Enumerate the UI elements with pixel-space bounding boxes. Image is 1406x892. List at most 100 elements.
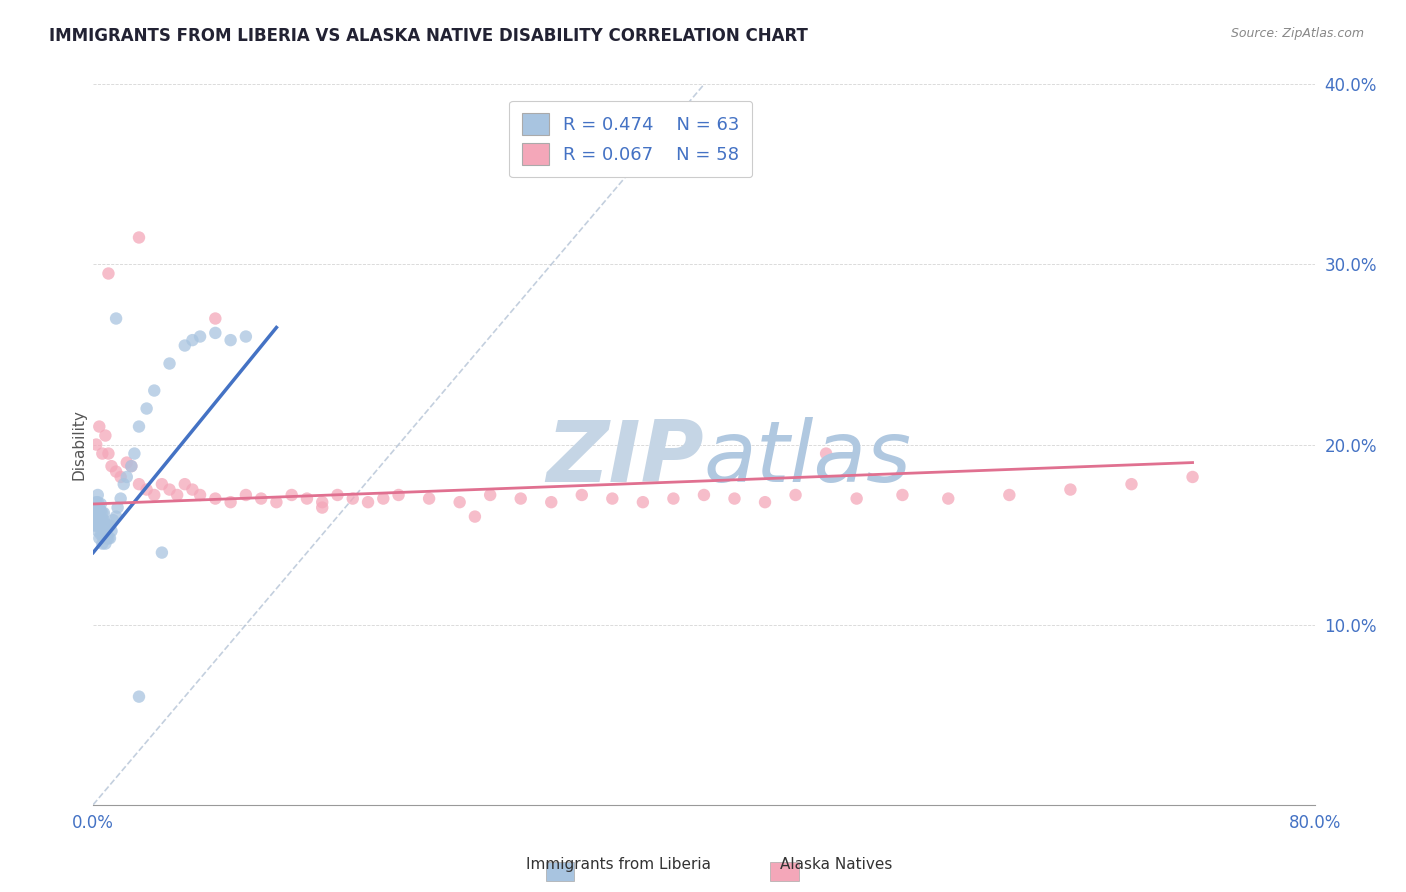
Point: [87, 515, 110, 529]
Point: [115, 456, 138, 470]
Point: [250, 491, 273, 506]
Point: [107, 500, 129, 515]
Point: [91, 518, 114, 533]
Point: [83, 500, 105, 515]
Point: [94, 536, 117, 550]
Point: [128, 419, 150, 434]
Point: [89, 419, 111, 434]
Point: [120, 459, 142, 474]
Point: [87, 509, 110, 524]
Point: [91, 513, 114, 527]
Point: [94, 428, 117, 442]
Point: [509, 491, 531, 506]
Point: [342, 491, 364, 506]
Point: [90, 518, 112, 533]
Point: [110, 470, 132, 484]
Point: [93, 531, 115, 545]
Point: [97, 518, 120, 533]
Point: [84, 495, 107, 509]
Point: [115, 470, 138, 484]
Point: [173, 477, 195, 491]
Point: [166, 488, 188, 502]
Point: [540, 495, 562, 509]
Point: [124, 446, 146, 460]
Point: [159, 357, 181, 371]
Point: [101, 513, 124, 527]
Point: [84, 504, 107, 518]
Y-axis label: Disability: Disability: [72, 409, 86, 480]
Point: [693, 488, 716, 502]
Point: [93, 513, 115, 527]
Point: [143, 488, 166, 502]
Text: atlas: atlas: [704, 417, 912, 500]
Point: [571, 488, 593, 502]
Point: [84, 509, 107, 524]
Point: [98, 531, 121, 545]
Point: [89, 500, 111, 515]
Point: [97, 446, 120, 460]
Point: [181, 333, 204, 347]
Legend: R = 0.474    N = 63, R = 0.067    N = 58: R = 0.474 N = 63, R = 0.067 N = 58: [509, 101, 752, 178]
Point: [387, 488, 409, 502]
Point: [90, 509, 112, 524]
Point: [150, 477, 173, 491]
Point: [159, 483, 181, 497]
Point: [135, 483, 157, 497]
Point: [87, 504, 110, 518]
Point: [235, 329, 257, 343]
Point: [723, 491, 745, 506]
Text: Alaska Natives: Alaska Natives: [780, 857, 893, 872]
Point: [89, 509, 111, 524]
Point: [96, 524, 118, 538]
Point: [845, 491, 868, 506]
Point: [188, 488, 211, 502]
Point: [83, 518, 105, 533]
Point: [91, 527, 114, 541]
Point: [204, 491, 226, 506]
Point: [105, 311, 128, 326]
Point: [1181, 470, 1204, 484]
Point: [120, 459, 142, 474]
Point: [357, 495, 380, 509]
Point: [219, 495, 242, 509]
Point: [112, 477, 135, 491]
Point: [280, 488, 302, 502]
Point: [90, 504, 112, 518]
Point: [128, 690, 150, 704]
Point: [373, 491, 395, 506]
Point: [311, 495, 333, 509]
Text: ZIP: ZIP: [547, 417, 704, 500]
Point: [83, 509, 105, 524]
Point: [235, 488, 257, 502]
Point: [188, 329, 211, 343]
Point: [1059, 483, 1081, 497]
Text: IMMIGRANTS FROM LIBERIA VS ALASKA NATIVE DISABILITY CORRELATION CHART: IMMIGRANTS FROM LIBERIA VS ALASKA NATIVE…: [49, 27, 808, 45]
Point: [1121, 477, 1143, 491]
Point: [98, 518, 121, 533]
Point: [204, 326, 226, 340]
Point: [219, 333, 242, 347]
Point: [662, 491, 685, 506]
Point: [936, 491, 959, 506]
Point: [93, 518, 115, 533]
Point: [84, 437, 107, 451]
Point: [173, 338, 195, 352]
Point: [93, 524, 115, 538]
Point: [891, 488, 914, 502]
Point: [418, 491, 440, 506]
Point: [128, 477, 150, 491]
Point: [91, 506, 114, 520]
Text: Source: ZipAtlas.com: Source: ZipAtlas.com: [1230, 27, 1364, 40]
Point: [97, 531, 120, 545]
Point: [602, 491, 624, 506]
Point: [100, 524, 122, 538]
Point: [785, 488, 807, 502]
Point: [311, 500, 333, 515]
Point: [94, 518, 117, 533]
Point: [143, 384, 166, 398]
Point: [479, 488, 502, 502]
Point: [150, 546, 173, 560]
Text: Immigrants from Liberia: Immigrants from Liberia: [526, 857, 711, 872]
Point: [105, 465, 128, 479]
Point: [100, 459, 122, 474]
